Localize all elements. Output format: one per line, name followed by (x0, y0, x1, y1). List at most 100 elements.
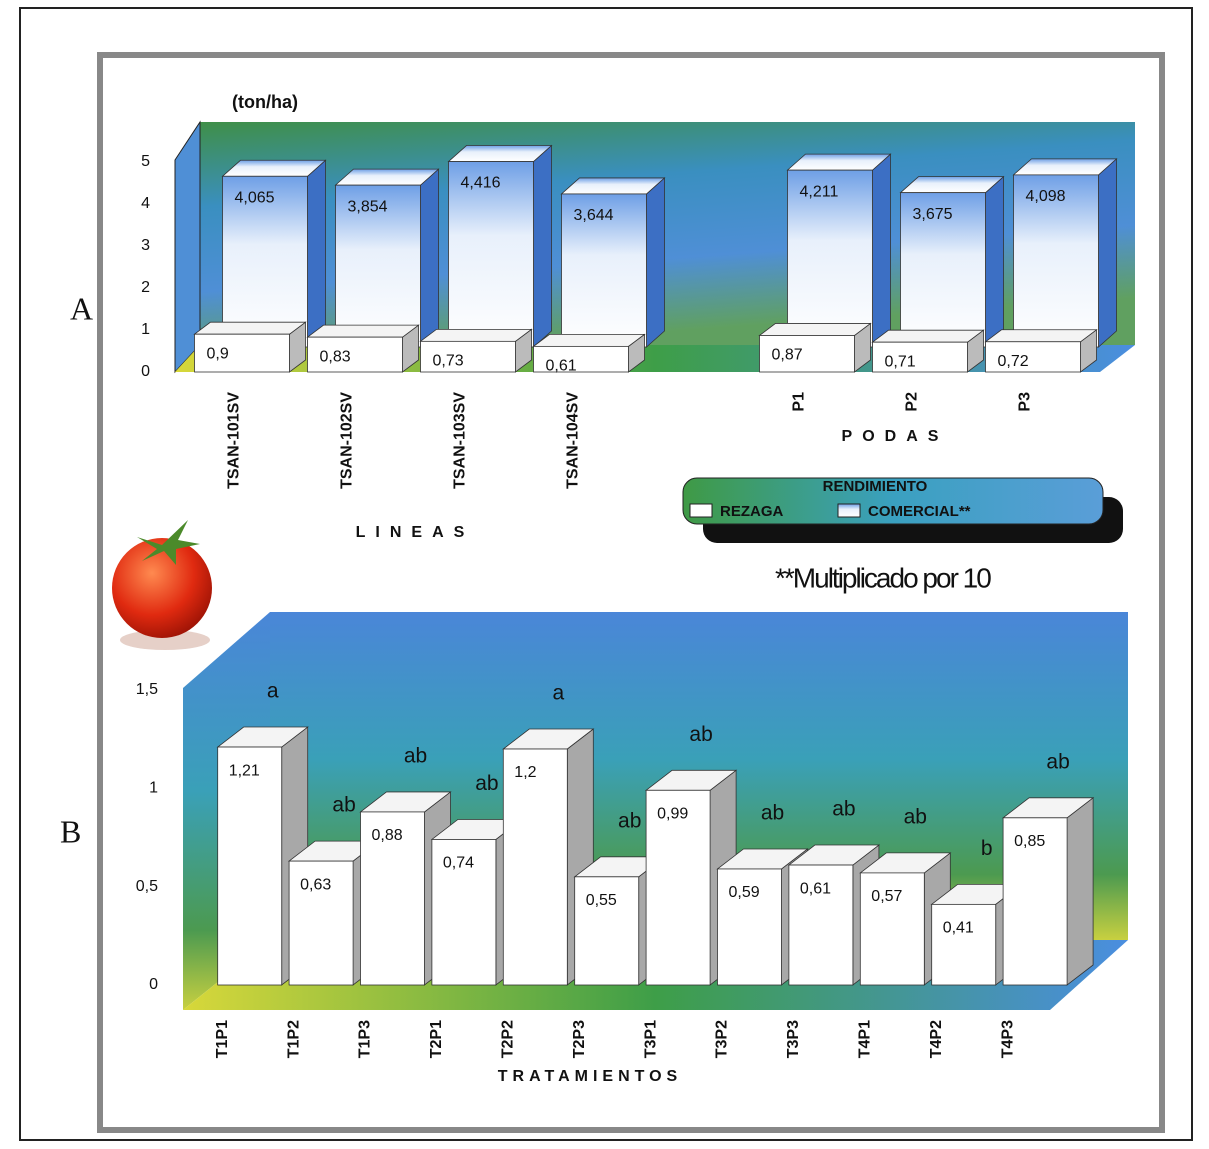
value-label: 0,59 (729, 884, 760, 901)
value-label: 0,83 (320, 348, 351, 365)
legend: RENDIMIENTO REZAGA COMERCIAL** (682, 477, 1123, 543)
bar (759, 335, 855, 373)
inner-frame (97, 52, 1165, 1133)
y-tick-label: 1 (141, 321, 150, 338)
bar-side (307, 159, 326, 348)
bar (420, 340, 516, 373)
x-tick-label: T3P1 (642, 1020, 659, 1058)
y-tick-label: 0,5 (136, 878, 158, 895)
x-tick-label: T1P3 (357, 1020, 374, 1058)
value-label: 0,55 (586, 892, 617, 909)
legend-label: COMERCIAL** (868, 503, 971, 520)
legend-title: RENDIMIENTO (823, 478, 928, 495)
x-tick-label: T2P3 (571, 1020, 588, 1058)
value-label: 0,88 (372, 827, 403, 844)
y-tick-label: 3 (141, 237, 150, 254)
bar-top (560, 177, 666, 195)
value-label: 0,73 (433, 353, 464, 370)
bar-top (871, 329, 985, 343)
bar (717, 868, 782, 986)
value-label: 4,065 (235, 189, 275, 206)
bar-top (334, 168, 440, 186)
y-axis-title: (ton/ha) (232, 92, 298, 112)
bar-top (786, 153, 892, 171)
bar-top (532, 333, 646, 347)
x-group-label: LINEAS (356, 524, 475, 541)
x-tick-label: TSAN-102SV (339, 392, 356, 489)
value-label: 3,675 (913, 206, 953, 223)
panel-label: B (60, 813, 81, 849)
x-tick-label: P3 (1017, 392, 1034, 412)
bar (1002, 817, 1068, 986)
bar (859, 872, 925, 986)
bar-side (985, 175, 1004, 348)
value-label: 1,21 (229, 762, 260, 779)
x-tick-label: T3P2 (714, 1020, 731, 1058)
tomato (112, 520, 212, 650)
bar (194, 333, 290, 373)
bar (561, 193, 647, 348)
x-tick-label: T4P1 (857, 1020, 874, 1058)
value-label: 0,71 (885, 353, 916, 370)
x-tick-label: T3P3 (785, 1020, 802, 1058)
value-label: 0,85 (1014, 833, 1045, 850)
value-label: 0,61 (546, 358, 577, 375)
y-tick-label: 0 (141, 363, 150, 380)
value-label: 4,098 (1026, 188, 1066, 205)
x-tick-label: TSAN-101SV (226, 392, 243, 489)
bar-top (758, 323, 872, 336)
bar (1013, 174, 1099, 348)
value-label: 4,211 (800, 183, 839, 200)
value-label: 0,74 (443, 855, 474, 872)
panel-label: A (70, 290, 93, 326)
y-tick-label: 2 (141, 279, 150, 296)
significance-letter: ab (1046, 750, 1069, 773)
significance-letter: ab (618, 809, 641, 832)
bar-top (447, 145, 553, 162)
bar (448, 161, 534, 348)
bar (217, 746, 283, 986)
y-tick-label: 1,5 (136, 681, 158, 698)
x-group-label: PODAS (842, 428, 949, 445)
significance-letter: b (981, 837, 993, 860)
bar-side (1066, 797, 1094, 986)
bar-top (899, 176, 1005, 194)
significance-letter: ab (404, 744, 427, 767)
significance-letter: ab (475, 772, 498, 795)
outer-frame (19, 7, 1193, 1141)
legend-box (682, 477, 1104, 525)
x-tick-label: TSAN-103SV (452, 392, 469, 489)
value-label: 3,644 (574, 207, 614, 224)
significance-letter: ab (904, 805, 927, 828)
y-tick-label: 4 (141, 195, 150, 212)
significance-letter: ab (761, 802, 784, 825)
x-tick-label: T4P3 (999, 1020, 1016, 1058)
value-label: 3,854 (348, 198, 388, 215)
value-label: 0,41 (943, 920, 974, 937)
bar-side (872, 153, 891, 348)
bar-top (419, 328, 533, 342)
y-tick-label: 0 (149, 976, 158, 993)
bar-side (1098, 157, 1117, 348)
bar (788, 864, 854, 986)
bar-top (221, 159, 327, 177)
bar-top (306, 324, 420, 338)
value-label: 1,2 (514, 764, 536, 781)
value-label: 0,99 (657, 806, 688, 823)
chart-a: 0 1 2 3 4 5 TSAN-101SV TSAN-102SV TSAN-103SV TSAN… (141, 120, 1135, 489)
bar (900, 192, 986, 348)
bar (307, 336, 403, 373)
bar (222, 175, 308, 348)
bar-top (193, 321, 307, 335)
bar (288, 860, 354, 986)
bar (645, 789, 711, 986)
x-tick-label: T1P2 (285, 1020, 302, 1058)
bar (335, 184, 421, 348)
x-tick-label: T2P1 (428, 1020, 445, 1058)
value-label: 0,72 (998, 353, 1029, 370)
value-label: 0,63 (300, 876, 331, 893)
bar (985, 341, 1081, 373)
bar (360, 811, 425, 986)
